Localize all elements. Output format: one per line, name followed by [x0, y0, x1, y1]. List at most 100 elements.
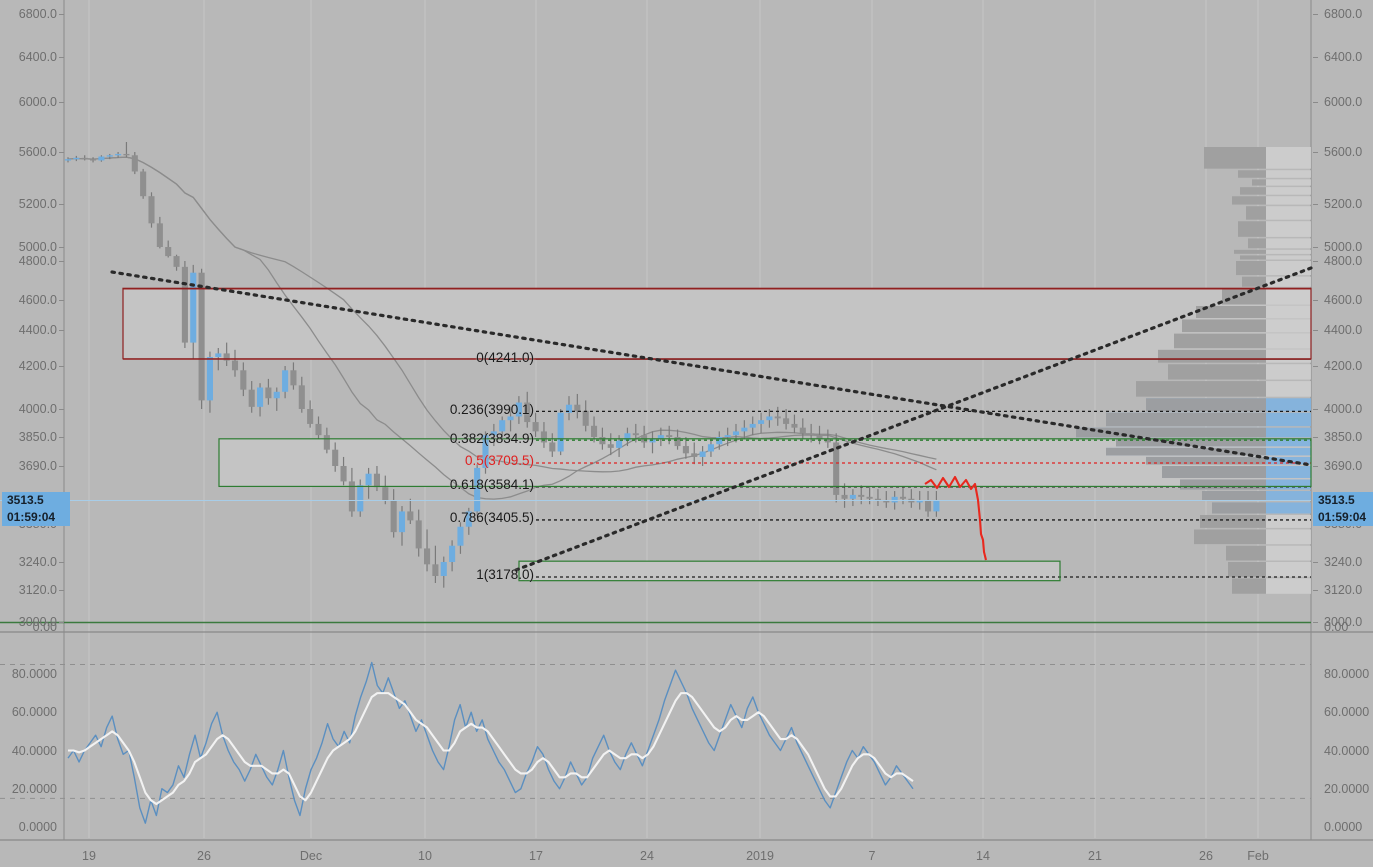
price-tickmark-right [1313, 562, 1318, 563]
candle-body [173, 256, 180, 267]
candle-body [899, 496, 907, 499]
candle-body [691, 453, 698, 457]
volume-profile-bar-15 [1174, 333, 1266, 349]
support-zone-lower-fill [519, 561, 1060, 581]
indicator-tick-right-3: 40.0000 [1324, 743, 1370, 758]
fib-label-0: 0(4241.0) [476, 349, 534, 365]
price-tick-left-0: 6800.0 [18, 7, 57, 21]
fib-label-0-236: 0.236(3990.1) [449, 401, 534, 417]
time-tick-6: 2019 [746, 849, 774, 863]
candle-body [407, 511, 414, 521]
candle-body [607, 444, 614, 448]
candle-body [98, 156, 105, 161]
candle-body [507, 416, 514, 421]
candle-body [123, 153, 130, 156]
candle-body [465, 511, 472, 527]
candle-body [816, 435, 823, 439]
candle-body [549, 442, 556, 452]
price-tick-right-4: 5200.0 [1324, 197, 1363, 211]
candle-body [916, 500, 923, 503]
fib-label-0-382: 0.382(3834.9) [449, 430, 534, 446]
ascending-trendline[interactable] [514, 266, 1313, 572]
candle-body [557, 412, 564, 452]
volume-profile-bar-0 [1204, 147, 1266, 169]
volume-profile-bar-18 [1136, 381, 1266, 397]
time-tick-4: 17 [529, 849, 543, 863]
price-tick-left-6: 4800.0 [18, 254, 57, 268]
time-tick-8: 14 [976, 849, 990, 863]
candle-body [115, 153, 122, 156]
candle-body [524, 402, 531, 423]
volume-profile-bar-28 [1212, 502, 1266, 514]
indicator-tick-right-1: 80.0000 [1324, 667, 1370, 681]
candle-body [499, 420, 506, 432]
candle-body [591, 425, 598, 437]
volume-profile-bar-19 [1146, 398, 1266, 412]
price-tick-right-5: 5000.0 [1324, 240, 1363, 254]
candle-body [156, 223, 163, 247]
time-tick-9: 21 [1088, 849, 1102, 863]
candle-body [874, 498, 881, 501]
volume-profile-bar-22 [1116, 438, 1266, 447]
price-tickmark-right [1313, 102, 1318, 103]
forecast-path[interactable] [924, 475, 988, 561]
countdown-badge-left[interactable]: 01:59:04 [2, 509, 70, 526]
candle-body [682, 446, 689, 454]
support-zone-lower-rect[interactable] [518, 560, 1061, 582]
price-tickmark-left [59, 409, 64, 410]
indicator-tick-left-4: 20.0000 [11, 781, 57, 796]
candle-body [357, 485, 364, 512]
price-tickmark-left [59, 466, 64, 467]
volume-profile-bar-33 [1232, 578, 1266, 594]
candle-body [866, 496, 873, 499]
rsi-line [67, 661, 914, 824]
price-tick-left-4: 5200.0 [18, 197, 57, 211]
candle-body [424, 548, 431, 565]
candle-body [340, 466, 347, 482]
countdown-badge-right[interactable]: 01:59:04 [1313, 509, 1373, 526]
candle-body [181, 266, 188, 343]
candle-body [365, 473, 372, 486]
time-tick-3: 10 [418, 849, 432, 863]
volume-profile-bar-3 [1240, 187, 1266, 195]
volume-profile-bar-32 [1228, 562, 1266, 577]
time-tick-2: Dec [299, 849, 323, 863]
price-tickmark-left [59, 14, 64, 15]
candle-body [632, 433, 639, 436]
volume-profile-bar-31 [1226, 545, 1266, 561]
price-tick-left-1: 6400.0 [18, 50, 57, 64]
price-tickmark-left [59, 622, 64, 623]
candle-body [474, 467, 481, 512]
price-tickmark-right [1313, 366, 1318, 367]
candle-body [616, 440, 623, 448]
indicator-tick-left-2: 60.0000 [11, 705, 57, 720]
candle-body [332, 449, 339, 466]
candle-body [657, 435, 664, 439]
volume-profile-bar-24 [1146, 456, 1266, 465]
price-tick-right-12: 3690.0 [1324, 459, 1363, 473]
last-price-badge-right[interactable]: 3513.5 [1313, 492, 1373, 509]
indicator-tick-left-5: 0.0000 [18, 820, 57, 834]
descending-trendline[interactable] [110, 270, 1313, 467]
candle-body [198, 272, 205, 401]
candle-body [131, 155, 138, 172]
candle-body [90, 159, 97, 161]
fib-label-1: 1(3178.0) [476, 567, 534, 583]
time-tick-11: Feb [1247, 849, 1269, 863]
price-tickmark-right [1313, 466, 1318, 467]
volume-profile-bar-29 [1200, 515, 1266, 528]
time-tick-5: 24 [640, 849, 654, 863]
candle-body [398, 511, 406, 533]
candle-body [699, 451, 706, 457]
last-price-badge-left[interactable]: 3513.5 [2, 492, 70, 509]
price-tickmark-right [1313, 152, 1318, 153]
candle-body [140, 171, 147, 197]
candle-body [257, 387, 264, 407]
candle-body [206, 357, 213, 401]
support-zone-upper-rect[interactable] [218, 438, 1312, 488]
price-tick-left-14: 3240.0 [18, 555, 57, 569]
resistance-zone-rect[interactable] [122, 287, 1312, 360]
price-tickmark-left [59, 562, 64, 563]
